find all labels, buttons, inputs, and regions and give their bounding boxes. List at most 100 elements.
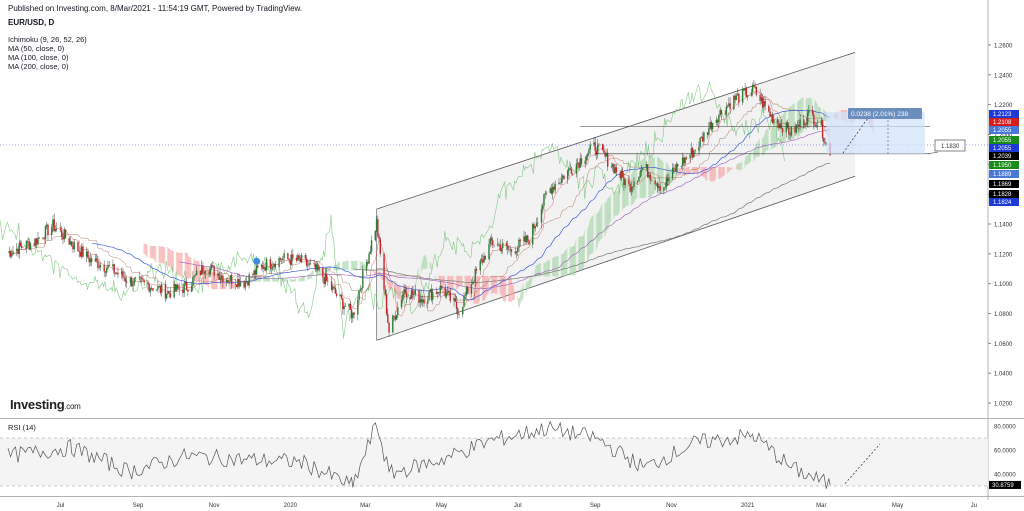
indicator-ma100[interactable]: MA (100, close, 0) — [8, 53, 69, 62]
candle-body — [169, 293, 172, 298]
candle-body — [165, 294, 168, 299]
candle-body — [649, 174, 651, 180]
rsi-band — [0, 438, 988, 486]
candle-body — [168, 291, 170, 294]
cloud-segment — [635, 161, 638, 199]
candle-body — [129, 277, 132, 283]
candle-body — [594, 142, 596, 151]
candle-body — [260, 265, 263, 268]
price-badge — [989, 180, 1019, 188]
candle-body — [305, 258, 308, 266]
price-badge — [989, 190, 1019, 198]
rsi-label[interactable]: RSI (14) — [8, 423, 36, 432]
candle-body — [11, 254, 13, 257]
indicator-ma50[interactable]: MA (50, close, 0) — [8, 44, 65, 53]
candle-body — [488, 244, 490, 260]
candle-body — [195, 270, 198, 275]
candle-body — [659, 186, 661, 191]
cloud-segment — [373, 270, 376, 275]
candle-body — [562, 175, 564, 178]
candle-body — [655, 183, 658, 185]
x-tick-label: May — [892, 503, 903, 509]
cloud-segment — [784, 108, 787, 143]
candle-body — [148, 284, 150, 292]
candle-body — [204, 271, 207, 274]
cloud-segment — [452, 275, 454, 291]
indicator-ichimoku[interactable]: Ichimoku (9, 26, 52, 26) — [8, 35, 87, 44]
candle-body — [367, 262, 369, 264]
candle-body — [29, 243, 32, 250]
candle-body — [743, 88, 745, 91]
price-badge — [989, 118, 1019, 126]
candle-body — [575, 163, 578, 174]
candle-body — [542, 205, 544, 210]
candle-body — [252, 274, 254, 276]
cloud-segment — [268, 276, 271, 282]
candle-body — [38, 237, 40, 239]
candle-body — [470, 284, 473, 294]
candle-body — [357, 299, 359, 315]
candle-body — [816, 125, 819, 126]
candle-body — [173, 284, 175, 298]
candle-body — [735, 95, 738, 100]
candle-body — [264, 267, 267, 271]
candle-body — [73, 241, 75, 250]
candle-body — [629, 183, 631, 192]
rsi-pane: 80.0000 60.0000 40.0000 30.8759 — [0, 420, 1021, 489]
candle-body — [500, 248, 503, 252]
candle-body — [89, 258, 92, 263]
candle-body — [79, 251, 82, 257]
candle-body — [811, 109, 814, 115]
cloud-segment — [355, 260, 358, 271]
cloud-segment — [675, 173, 678, 176]
candle-body — [159, 285, 162, 293]
candle-body — [132, 284, 134, 287]
candle-body — [348, 303, 350, 307]
rsi-tick-label: 80.0000 — [994, 425, 1016, 431]
candle-body — [9, 251, 12, 257]
logo-suffix: .com — [64, 402, 81, 411]
cloud-segment — [425, 255, 428, 269]
candle-body — [438, 292, 440, 294]
measure-label: 0.0238 (2.01%) 238 — [851, 111, 908, 118]
candle-body — [694, 150, 696, 152]
candle-body — [745, 88, 748, 98]
price-badge-label: 1.1889 — [993, 172, 1012, 178]
candle-body — [353, 312, 355, 315]
candle-body — [803, 119, 805, 126]
candle-body — [98, 267, 100, 269]
indicator-ma200[interactable]: MA (200, close, 0) — [8, 62, 69, 71]
candle-body — [342, 298, 344, 310]
candle-body — [631, 186, 634, 188]
candle-body — [587, 153, 589, 157]
candle-body — [593, 142, 595, 145]
candle-body — [824, 141, 826, 144]
x-tick-label: Sep — [133, 503, 144, 509]
candle-body — [703, 132, 705, 142]
candle-body — [794, 126, 796, 133]
candle-body — [160, 284, 163, 293]
candle-body — [359, 288, 362, 291]
cloud-segment — [215, 272, 218, 290]
candle-body — [64, 229, 67, 239]
candle-body — [222, 275, 224, 283]
candle-body — [138, 276, 140, 278]
price-badge-label: 1.2039 — [993, 154, 1012, 160]
candle-body — [444, 288, 446, 297]
cloud-segment — [819, 107, 822, 122]
candle-body — [770, 114, 773, 117]
investing-logo: Investing.com — [10, 397, 81, 412]
candle-body — [297, 255, 299, 261]
candle-body — [124, 278, 127, 282]
candle-body — [402, 294, 404, 300]
candle-body — [483, 255, 485, 263]
cloud-segment — [714, 167, 717, 182]
candle-body — [734, 95, 736, 100]
candle-body — [754, 86, 756, 88]
candle-body — [175, 284, 178, 291]
candle-body — [253, 270, 255, 276]
symbol-title: EUR/USD, D — [8, 18, 55, 27]
candle-body — [282, 257, 284, 260]
candle-body — [187, 289, 189, 292]
